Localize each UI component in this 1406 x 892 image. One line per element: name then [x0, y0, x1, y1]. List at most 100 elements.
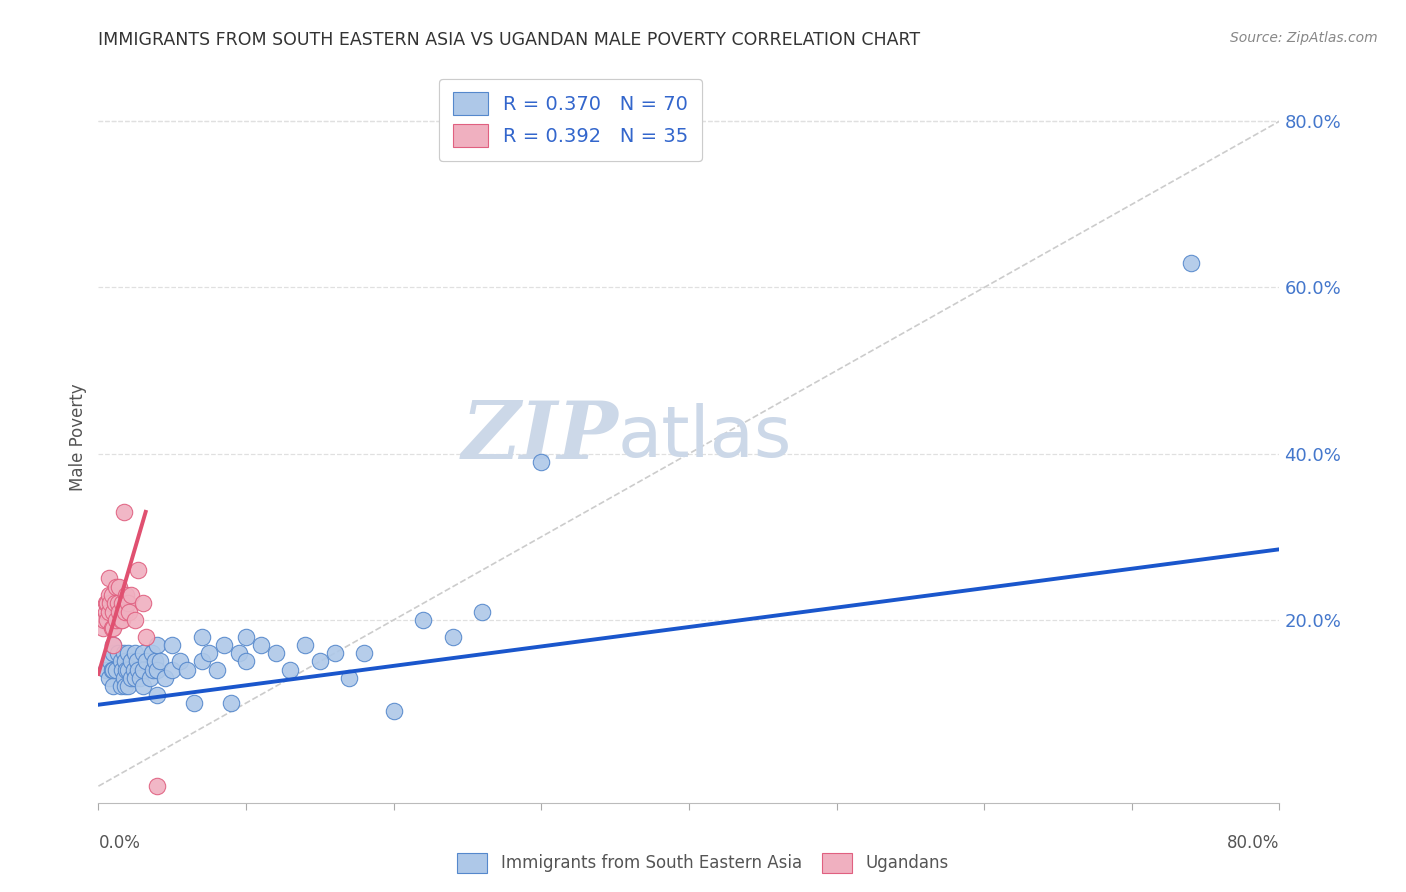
Text: 80.0%: 80.0% [1227, 834, 1279, 852]
Point [103, 638, 125, 652]
Point [118, 605, 141, 619]
Point [235, 630, 257, 644]
Point [120, 655, 142, 669]
Point [115, 588, 138, 602]
Point [91, 621, 114, 635]
Point [117, 680, 139, 694]
Point [100, 621, 122, 635]
Point [107, 646, 129, 660]
Point [120, 588, 142, 602]
Point [100, 663, 122, 677]
Point [135, 655, 157, 669]
Point [103, 638, 125, 652]
Point [132, 646, 155, 660]
Legend: Immigrants from South Eastern Asia, Ugandans: Immigrants from South Eastern Asia, Ugan… [451, 847, 955, 880]
Point [111, 663, 134, 677]
Point [294, 638, 316, 652]
Point [124, 671, 146, 685]
Point [112, 671, 135, 685]
Point [98, 655, 121, 669]
Point [117, 646, 139, 660]
Point [309, 655, 332, 669]
Point [110, 680, 132, 694]
Point [382, 705, 405, 719]
Point [128, 671, 150, 685]
Point [337, 671, 360, 685]
Point [143, 655, 166, 669]
Point [132, 596, 155, 610]
Point [103, 646, 125, 660]
Point [146, 638, 169, 652]
Point [162, 638, 183, 652]
Point [104, 596, 127, 610]
Point [94, 663, 117, 677]
Point [114, 655, 136, 669]
Point [264, 646, 287, 660]
Point [125, 655, 148, 669]
Point [153, 671, 176, 685]
Point [108, 605, 131, 619]
Point [122, 663, 145, 677]
Point [111, 596, 134, 610]
Point [191, 655, 214, 669]
Point [127, 563, 149, 577]
Point [94, 605, 117, 619]
Point [105, 580, 128, 594]
Point [191, 630, 214, 644]
Point [110, 655, 132, 669]
Point [97, 588, 120, 602]
Point [353, 646, 375, 660]
Point [108, 580, 131, 594]
Point [115, 663, 138, 677]
Point [105, 613, 128, 627]
Point [97, 605, 120, 619]
Point [110, 613, 132, 627]
Point [146, 663, 169, 677]
Point [124, 646, 146, 660]
Point [176, 663, 198, 677]
Point [149, 655, 172, 669]
Point [107, 596, 129, 610]
Text: atlas: atlas [619, 402, 793, 472]
Point [198, 646, 221, 660]
Point [94, 596, 117, 610]
Point [141, 646, 163, 660]
Point [100, 588, 122, 602]
Point [97, 571, 120, 585]
Point [205, 663, 228, 677]
Point [111, 613, 134, 627]
Point [228, 646, 250, 660]
Point [323, 646, 346, 660]
Point [93, 613, 115, 627]
Point [441, 630, 464, 644]
Point [103, 663, 125, 677]
Point [471, 605, 494, 619]
Point [127, 663, 149, 677]
Point [103, 621, 125, 635]
Point [183, 696, 205, 710]
Point [169, 655, 191, 669]
Point [124, 613, 146, 627]
Point [1180, 255, 1202, 269]
Point [114, 605, 136, 619]
Point [96, 596, 118, 610]
Point [162, 663, 183, 677]
Point [412, 613, 434, 627]
Point [112, 646, 135, 660]
Point [212, 638, 235, 652]
Point [117, 596, 139, 610]
Point [135, 630, 157, 644]
Legend: R = 0.370   N = 70, R = 0.392   N = 35: R = 0.370 N = 70, R = 0.392 N = 35 [439, 78, 703, 161]
Text: IMMIGRANTS FROM SOUTH EASTERN ASIA VS UGANDAN MALE POVERTY CORRELATION CHART: IMMIGRANTS FROM SOUTH EASTERN ASIA VS UG… [98, 31, 921, 49]
Point [235, 655, 257, 669]
Point [103, 680, 125, 694]
Point [117, 663, 139, 677]
Point [114, 680, 136, 694]
Point [103, 605, 125, 619]
Point [250, 638, 273, 652]
Point [142, 663, 165, 677]
Text: 0.0%: 0.0% [98, 834, 141, 852]
Text: ZIP: ZIP [461, 399, 619, 475]
Point [146, 779, 169, 793]
Point [146, 688, 169, 702]
